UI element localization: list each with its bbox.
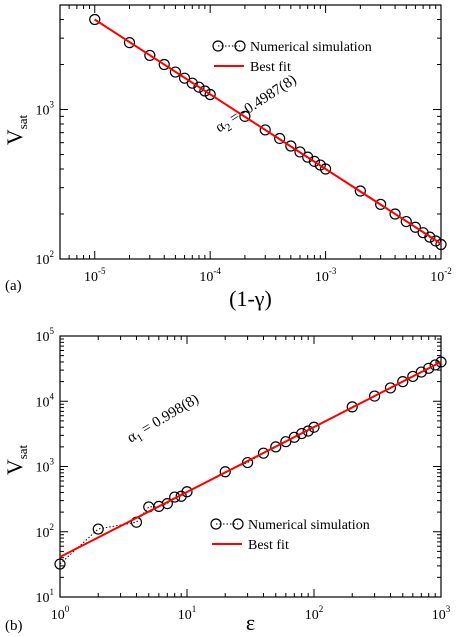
data-point-marker (435, 356, 447, 368)
y-tick-label: 103 (36, 457, 55, 476)
data-point-marker (384, 382, 397, 394)
legend-sim-label: Numerical simulation (248, 518, 370, 533)
y-tick-label: 103 (36, 99, 55, 118)
x-tick-label: 100 (51, 604, 70, 623)
data-point-marker (169, 491, 181, 503)
x-tick-label: 10-2 (430, 266, 452, 285)
data-point-marker (285, 140, 297, 152)
fit-exponent-annotation: α1 = 0.998(8) (124, 391, 203, 449)
data-point-marker (123, 37, 136, 49)
data-point-marker (274, 132, 286, 145)
y-tick-label: 104 (36, 391, 55, 410)
data-point-marker (294, 146, 306, 158)
x-tick-label: 10-3 (315, 266, 337, 285)
data-point-marker (169, 66, 182, 78)
data-point-marker (296, 427, 308, 440)
x-tick-label: 10-5 (84, 266, 106, 285)
data-point-marker (435, 238, 447, 251)
panel-label: (a) (5, 278, 22, 294)
legend-sim-marker (232, 518, 244, 530)
y-tick-label: 105 (36, 326, 55, 345)
data-point-marker (270, 441, 282, 453)
data-point-marker (319, 163, 332, 175)
data-point-marker (389, 208, 401, 220)
data-point-marker (92, 523, 104, 535)
data-point-marker (424, 231, 436, 243)
data-point-marker (346, 401, 358, 413)
legend: Numerical simulation Best fit (210, 518, 370, 553)
panel-label: (b) (5, 618, 23, 634)
x-tick-label: 102 (305, 604, 324, 623)
x-tick-label: 103 (432, 604, 451, 623)
y-tick-label: 101 (36, 587, 55, 606)
data-point-marker (158, 58, 170, 71)
legend: Numerical simulation Best fit (212, 40, 372, 75)
data-point-marker (375, 198, 387, 210)
best-fit-line (94, 18, 442, 245)
legend-sim-marker (212, 40, 224, 52)
legend-fit-label: Best fit (250, 60, 291, 75)
data-point-marker (397, 376, 409, 388)
legend-sim-label: Numerical simulation (250, 40, 372, 55)
plot-frame (59, 4, 442, 260)
y-axis-title: Vsat (2, 114, 30, 145)
x-tick-label: 101 (178, 604, 197, 623)
legend-sim-marker (210, 518, 222, 530)
chart-panel-1: 10-5 10-4 10-3 10-2 102 103 (1-γ) Vsat (a) Numeri… (2, 4, 452, 311)
data-point-marker (186, 77, 198, 89)
chart-panel-2: 100 101 102 103101102103104105εVsat(b)Numer… (2, 326, 451, 635)
data-point-marker (219, 466, 231, 478)
x-tick-label: 10-4 (199, 266, 221, 285)
data-point-marker (308, 155, 320, 167)
data-point-marker (409, 221, 421, 233)
data-point-marker (178, 72, 191, 84)
x-axis-title: (1-γ) (229, 286, 272, 311)
data-point-marker (193, 81, 205, 93)
data-point-marker (144, 49, 156, 62)
y-axis-title: Vsat (2, 444, 30, 475)
data-point-marker (204, 88, 216, 101)
legend-fit-label: Best fit (248, 538, 289, 553)
data-point-marker (89, 13, 101, 26)
data-point-marker (239, 110, 251, 122)
x-axis-title: ε (246, 610, 255, 635)
data-point-marker (368, 390, 381, 402)
data-point-marker (423, 362, 435, 374)
data-point-marker (259, 124, 271, 136)
data-point-marker (302, 425, 314, 437)
data-point-marker (308, 421, 320, 433)
data-point-marker (354, 185, 366, 197)
y-tick-label: 102 (36, 522, 55, 541)
data-point-marker (429, 359, 441, 371)
legend-sim-marker (234, 40, 246, 52)
data-point-marker (181, 486, 193, 498)
y-tick-label: 102 (36, 249, 55, 268)
data-point-marker (257, 447, 270, 459)
data-point-marker (400, 215, 412, 228)
data-point-marker (54, 558, 66, 570)
best-fit-line (59, 361, 442, 558)
